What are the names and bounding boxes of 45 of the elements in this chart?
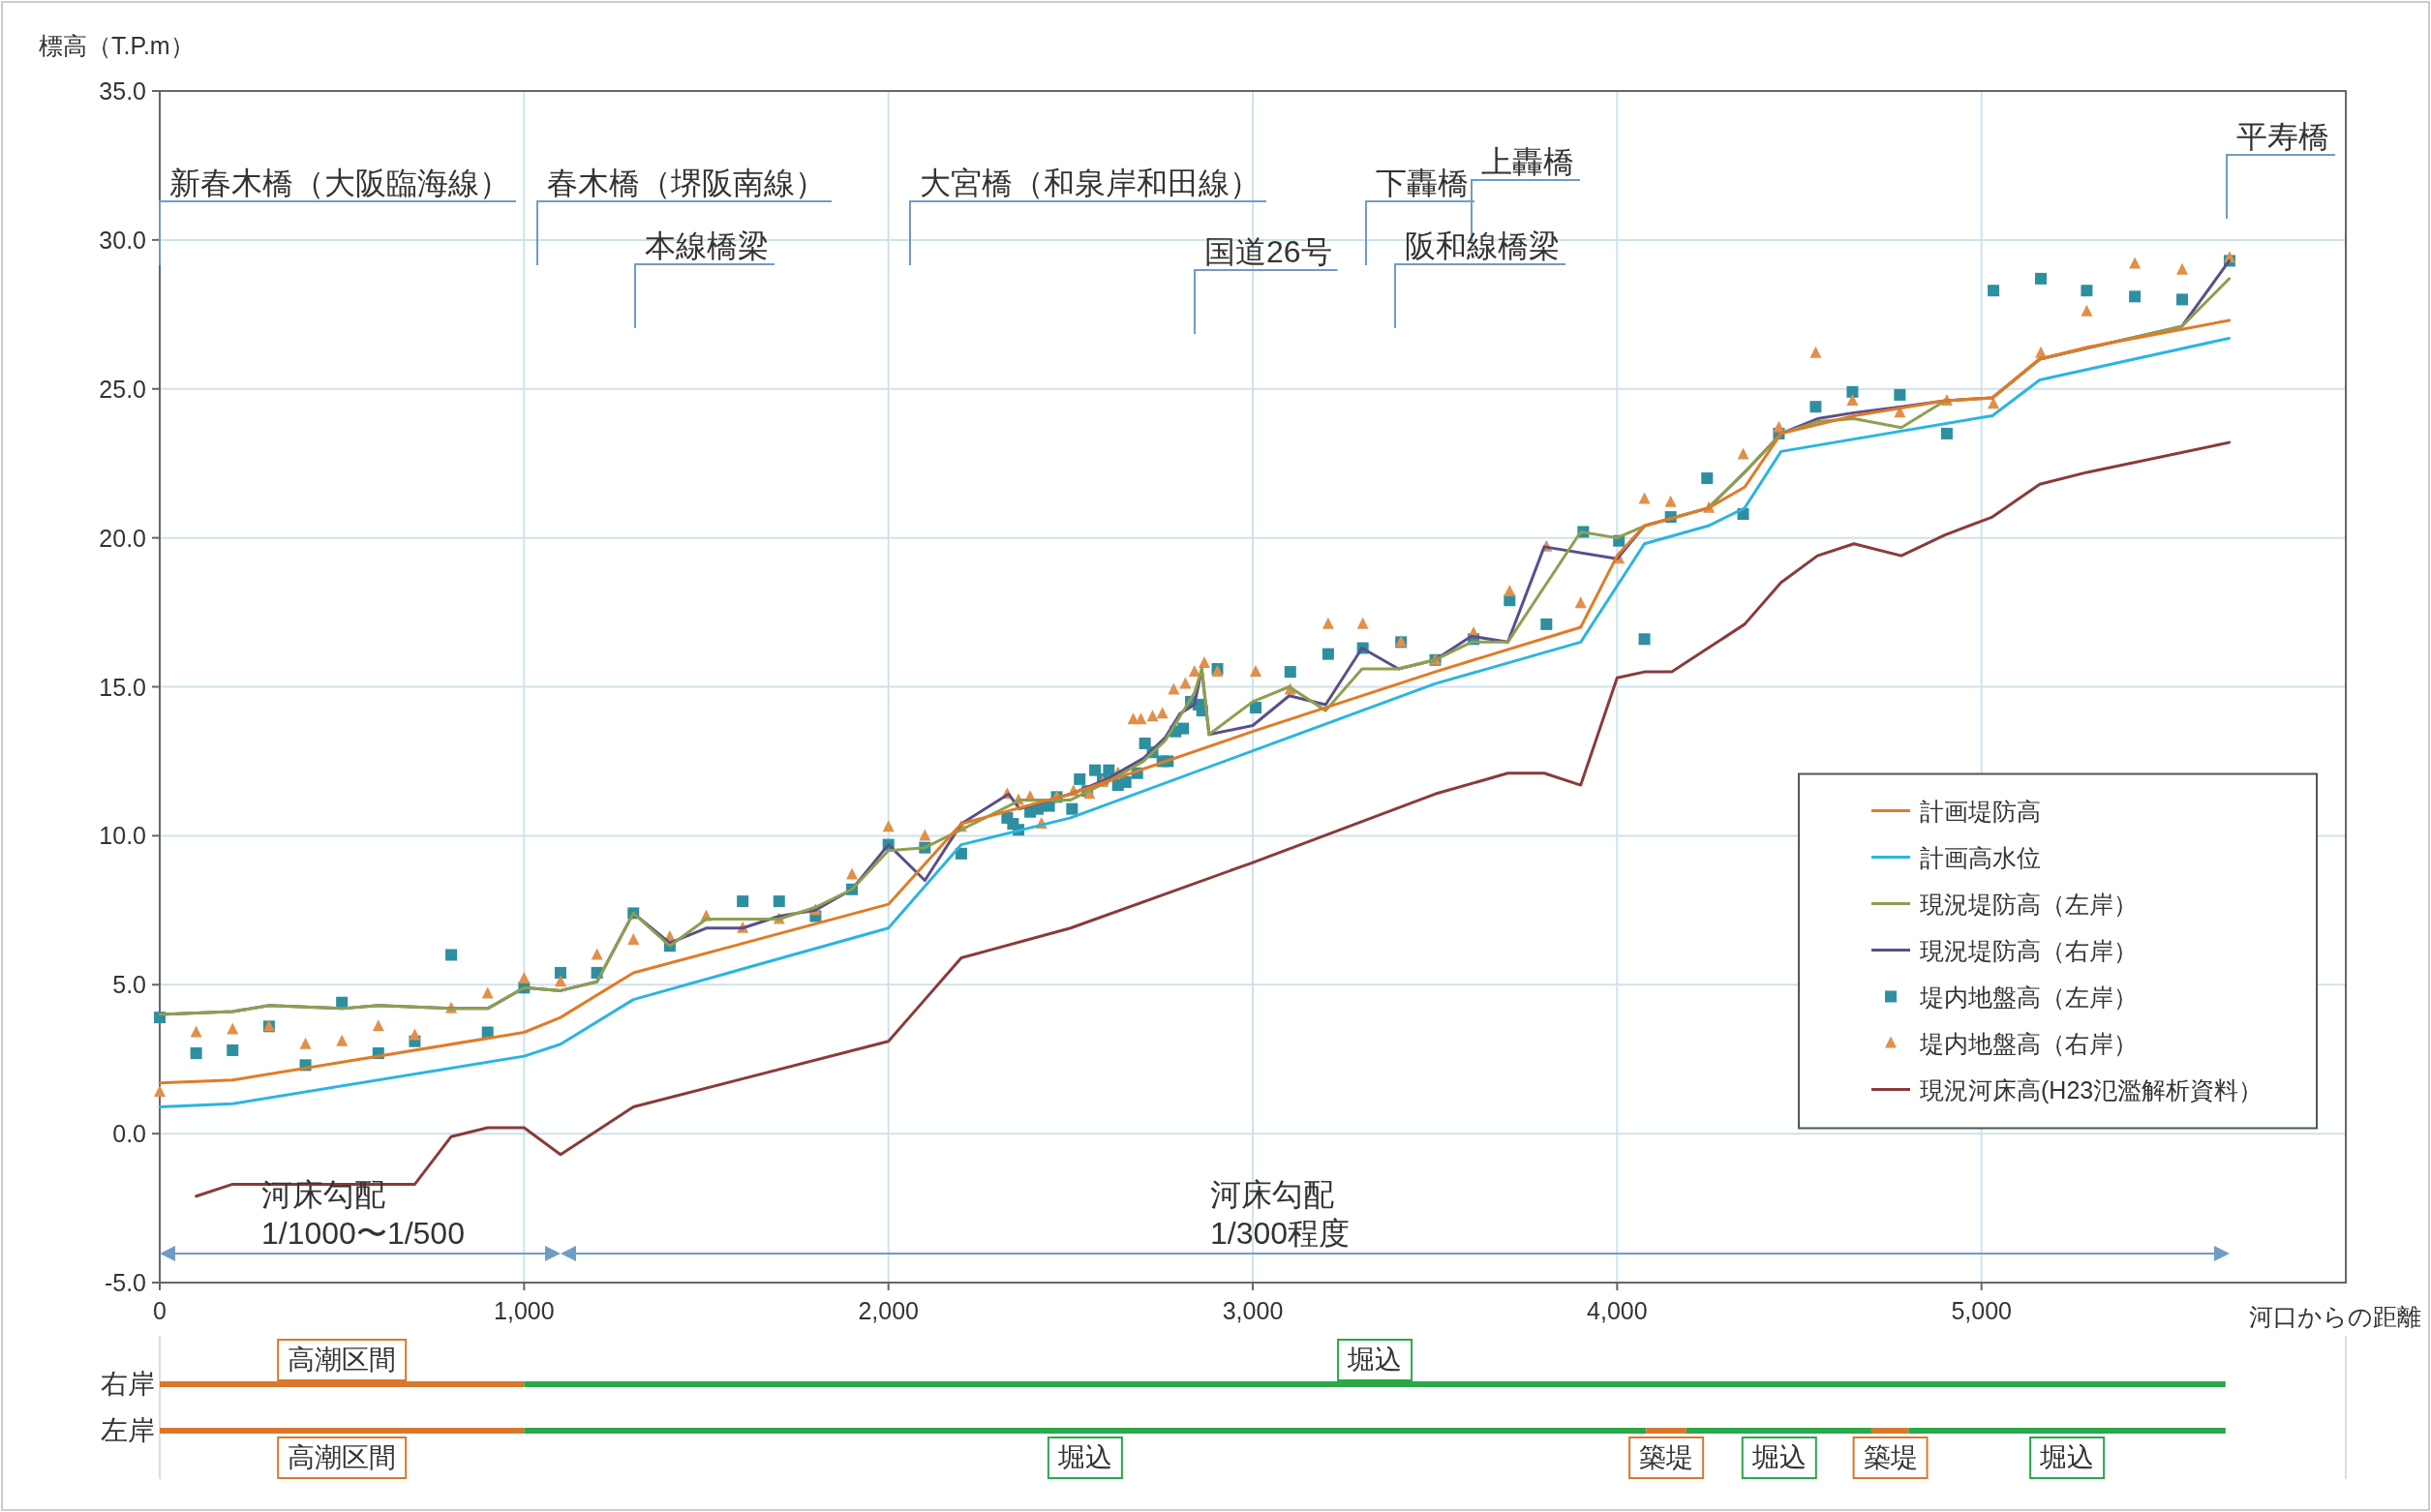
legend-label: 堤内地盤高（左岸） [1919,983,2138,1011]
x-axis-title: 河口からの距離 [2249,1303,2421,1330]
annotation: 新春木橋（大阪臨海線） [169,166,510,200]
x-tick-label: 2,000 [858,1297,919,1324]
y-tick-label: 35.0 [99,77,146,105]
annotation: 本線橋梁 [645,228,769,263]
data-label: 高潮区間 [288,1345,397,1375]
annotation: 国道26号 [1204,234,1332,269]
annotation: 河床勾配 1/1000〜1/500 [261,1177,465,1251]
data-label: 堀込 [1056,1442,1112,1472]
y-tick-label: 0.0 [112,1120,146,1148]
data-label: 堀込 [1347,1345,1403,1375]
annotation: 上轟橋 [1481,144,1574,179]
x-tick-label: 4,000 [1587,1297,1648,1324]
legend-label: 現況河床高(H23氾濫解析資料） [1920,1075,2264,1104]
annotation: 平寿橋 [2236,119,2329,154]
y-axis-title: 標高（T.P.m） [39,32,195,59]
x-tick-label: 5,000 [1951,1297,2012,1324]
annotation: 河床勾配 1/300程度 [1210,1177,1351,1251]
x-tick-label: 3,000 [1222,1297,1284,1324]
y-tick-label: 25.0 [99,375,146,403]
annotation: 春木橋（堺阪南線） [547,166,826,200]
y-tick-label: -5.0 [104,1269,146,1296]
legend-label: 現況堤防高（左岸） [1920,890,2138,918]
data-label: 高潮区間 [288,1442,397,1472]
data-label: 堀込 [2039,1442,2095,1472]
y-tick-label: 5.0 [112,971,146,999]
y-tick-label: 20.0 [99,524,146,552]
y-tick-label: 右岸 [101,1369,155,1399]
legend-label: 計画堤防高 [1920,797,2041,825]
data-label: 築堤 [1863,1442,1918,1472]
y-tick-label: 30.0 [99,226,146,254]
legend-label: 計画高水位 [1920,843,2041,871]
x-tick-label: 1,000 [494,1297,555,1324]
y-tick-label: 15.0 [99,673,146,701]
x-tick-label: 0 [153,1297,167,1324]
legend-label: 現況堤防高（右岸） [1920,936,2138,964]
y-tick-label: 左岸 [101,1415,155,1445]
annotation: 阪和線橋梁 [1405,228,1560,263]
annotation: 大宮橋（和泉岸和田線） [920,166,1261,200]
y-tick-label: 10.0 [99,822,146,850]
data-label: 築堤 [1639,1442,1694,1472]
legend-label: 堤内地盤高（右岸） [1919,1029,2138,1057]
data-label: 堀込 [1750,1442,1807,1472]
annotation: 下轟橋 [1376,166,1469,200]
